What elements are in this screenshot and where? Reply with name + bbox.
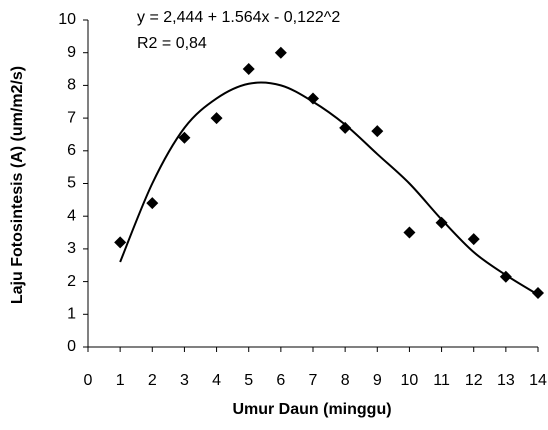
y-tick-label: 9 [67, 44, 76, 61]
y-tick-label: 6 [67, 142, 76, 159]
r-squared: R2 = 0,84 [137, 35, 207, 52]
y-tick-label: 4 [67, 207, 76, 224]
x-tick-label: 9 [373, 372, 382, 389]
x-tick-label: 8 [341, 372, 350, 389]
x-tick-label: 3 [180, 372, 189, 389]
data-point [499, 270, 512, 283]
data-point [210, 112, 223, 125]
data-point [307, 92, 319, 105]
trend-line [119, 81, 539, 296]
data-point [242, 63, 255, 76]
data-point [435, 216, 448, 229]
data-point [274, 46, 287, 59]
data-point [114, 236, 127, 249]
data-point [146, 197, 159, 210]
x-tick-label: 13 [497, 372, 515, 389]
y-tick-label: 5 [67, 175, 76, 192]
data-point [178, 131, 191, 144]
y-tick-label: 0 [67, 338, 76, 355]
x-tick-label: 7 [309, 372, 318, 389]
x-tick-label: 2 [148, 372, 157, 389]
data-point [532, 287, 544, 300]
data-point [403, 226, 416, 239]
y-tick-label: 10 [58, 11, 76, 28]
x-tick-label: 5 [244, 372, 253, 389]
y-tick-label: 8 [67, 77, 76, 94]
y-axis-label: Laju Fotosintesis (A) (um/m2/s) [9, 66, 26, 304]
x-tick-label: 14 [529, 372, 547, 389]
x-tick-label: 4 [212, 372, 221, 389]
x-tick-label: 6 [276, 372, 285, 389]
y-tick-label: 2 [67, 273, 76, 290]
data-point [339, 121, 352, 134]
y-tick-label: 7 [67, 109, 76, 126]
y-tick-label: 1 [67, 306, 76, 323]
data-point [467, 233, 480, 246]
x-axis-label: Umur Daun (minggu) [232, 401, 391, 418]
equation: y = 2,444 + 1.564x - 0,122^2 [137, 9, 340, 26]
y-tick-label: 3 [67, 240, 76, 257]
x-tick-label: 1 [116, 372, 125, 389]
x-tick-label: 11 [433, 372, 450, 389]
x-tick-label: 12 [465, 372, 483, 389]
x-tick-label: 0 [84, 372, 93, 389]
data-point [371, 125, 384, 138]
x-tick-label: 10 [401, 372, 419, 389]
